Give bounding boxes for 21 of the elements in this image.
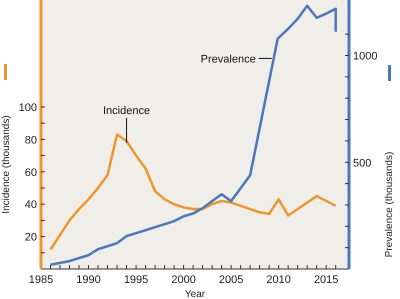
line-series (49, 133, 337, 251)
y-tick-label: 100 (18, 102, 37, 114)
x-tick-label: 2000 (171, 274, 196, 286)
x-tick-label: 1995 (124, 274, 148, 286)
series-label: Prevalence (200, 53, 256, 66)
x-tick-label: 2005 (218, 274, 244, 286)
line-series (49, 4, 337, 266)
y-axis-title: Incidence (thousands) (1, 115, 12, 214)
y2-tick-label: 500 (353, 157, 372, 170)
y2-axis-title: Prevalence (thousands) (384, 152, 395, 258)
x-tick-label: 1985 (28, 274, 54, 286)
y2-tick-label: 1000 (353, 50, 378, 63)
x-tick-label: 2010 (266, 274, 291, 286)
y-tick-label: 40 (24, 199, 37, 212)
x-tick-label: 2015 (314, 274, 338, 286)
y-tick-label: 80 (24, 134, 37, 146)
y-tick-label: 60 (24, 166, 37, 179)
x-tick-label: 1990 (76, 274, 101, 286)
y-tick-label: 20 (24, 232, 37, 244)
text: Incidence (103, 104, 150, 117)
x-axis-title: Year (184, 289, 206, 299)
